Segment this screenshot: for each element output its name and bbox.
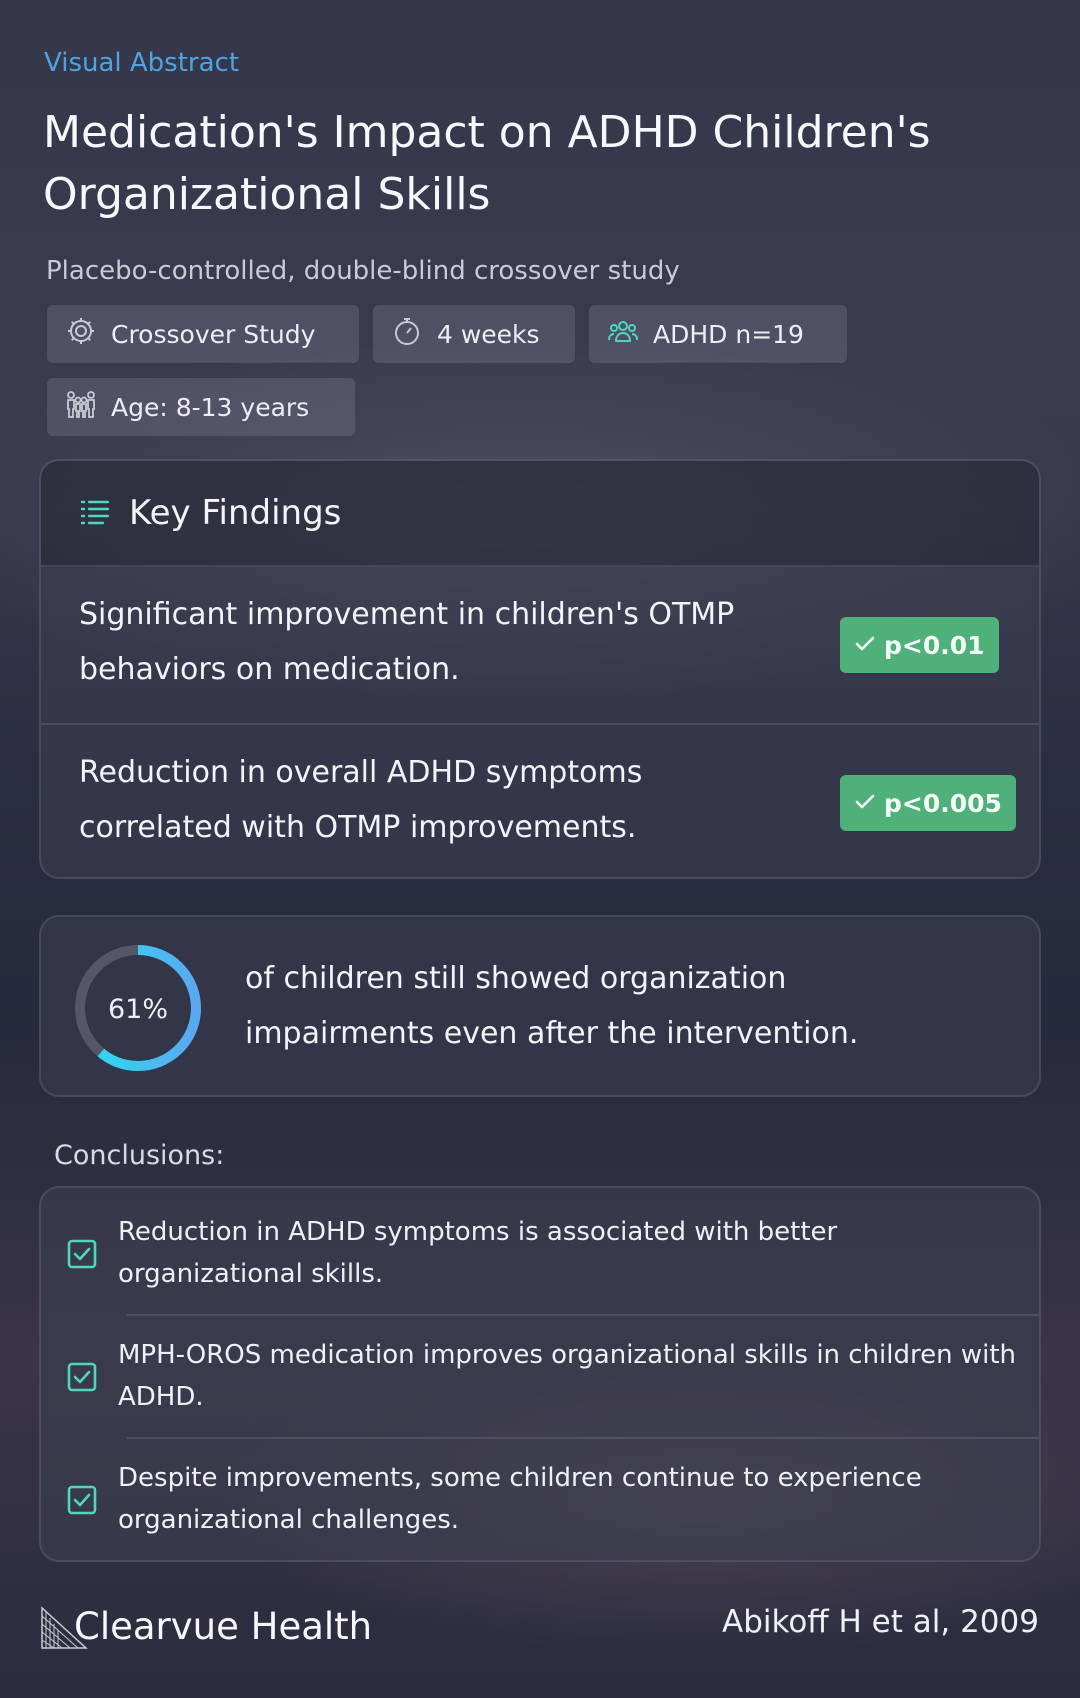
- conclusions-card: Reduction in ADHD symptoms is associated…: [39, 1186, 1041, 1562]
- conclusion-text: MPH-OROS medication improves organizatio…: [118, 1340, 1017, 1412]
- progress-ring-value: 61%: [108, 994, 168, 1025]
- finding-text: Reduction in overall ADHD symptoms corre…: [79, 755, 643, 845]
- conclusion-item: MPH-OROS medication improves organizatio…: [41, 1314, 1039, 1437]
- brand-name: Clearvue Health: [74, 1604, 373, 1648]
- family-icon: [65, 388, 97, 426]
- statistic-card: 61% of children still showed organizatio…: [39, 915, 1041, 1097]
- p-value: p<0.005: [884, 788, 1002, 818]
- key-findings-card: Key Findings Significant improvement in …: [39, 459, 1041, 879]
- chip-label: ADHD n=19: [653, 319, 804, 349]
- page-title: Medication's Impact on ADHD Children's O…: [43, 107, 931, 220]
- conclusion-text: Reduction in ADHD symptoms is associated…: [118, 1217, 838, 1289]
- citation: Abikoff H et al, 2009: [722, 1604, 1039, 1640]
- conclusion-item: Despite improvements, some children cont…: [41, 1437, 1039, 1560]
- chip-age: Age: 8-13 years: [47, 378, 355, 436]
- chip-sample: ADHD n=19: [589, 305, 847, 363]
- brand-logo: Clearvue Health: [40, 1602, 372, 1650]
- checkbox-checked-icon: [67, 1239, 97, 1269]
- visual-abstract-label: Visual Abstract: [44, 48, 240, 78]
- p-value-badge: p<0.01: [840, 617, 999, 673]
- chip-label: Crossover Study: [111, 319, 316, 349]
- checkbox-checked-icon: [67, 1485, 97, 1515]
- chip-label: Age: 8-13 years: [111, 392, 310, 422]
- check-icon: [854, 789, 876, 818]
- conclusion-item: Reduction in ADHD symptoms is associated…: [41, 1191, 1039, 1314]
- progress-ring: 61%: [75, 945, 201, 1071]
- gear-icon: [65, 315, 97, 353]
- statistic-text: of children still showed organization im…: [245, 961, 859, 1051]
- progress-ring-fill: [75, 945, 201, 1071]
- stopwatch-icon: [391, 315, 423, 353]
- finding-item: Significant improvement in children's OT…: [41, 567, 1039, 723]
- p-value: p<0.01: [884, 630, 985, 660]
- conclusions-label: Conclusions:: [54, 1140, 225, 1171]
- key-findings-title: Key Findings: [129, 493, 342, 533]
- checkbox-checked-icon: [67, 1362, 97, 1392]
- chip-study-type: Crossover Study: [47, 305, 359, 363]
- finding-text: Significant improvement in children's OT…: [79, 597, 735, 687]
- key-findings-header: Key Findings: [41, 461, 1039, 567]
- users-icon: [607, 315, 639, 353]
- brand-mark-icon: [41, 1606, 88, 1649]
- check-icon: [854, 631, 876, 660]
- list-icon: [79, 497, 111, 529]
- conclusion-text: Despite improvements, some children cont…: [118, 1463, 922, 1535]
- finding-item: Reduction in overall ADHD symptoms corre…: [41, 723, 1039, 879]
- chip-label: 4 weeks: [437, 319, 540, 349]
- p-value-badge: p<0.005: [840, 775, 1016, 831]
- chip-duration: 4 weeks: [373, 305, 575, 363]
- study-design-subtitle: Placebo-controlled, double-blind crossov…: [46, 256, 680, 286]
